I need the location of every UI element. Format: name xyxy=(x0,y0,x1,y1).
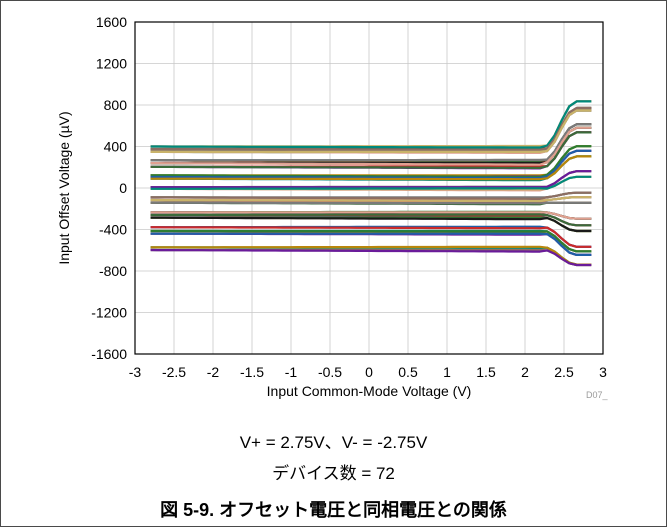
plot-area-border xyxy=(134,21,604,355)
x-axis-label: Input Common-Mode Voltage (V) xyxy=(267,383,472,399)
series-line xyxy=(150,170,592,189)
x-tick-label: -0.5 xyxy=(318,364,342,380)
y-tick-label: 0 xyxy=(119,180,127,196)
series-line xyxy=(150,155,592,181)
series-line xyxy=(150,123,592,162)
series-line xyxy=(150,100,592,149)
y-tick-label: 400 xyxy=(104,139,128,155)
x-tick-label: -2.5 xyxy=(162,364,186,380)
y-tick-labels: 1600 1200 800 400 0 -400 -800 -1200 -1600 xyxy=(91,14,127,362)
supply-voltage-note: V+ = 2.75V、V- = -2.75V xyxy=(239,433,428,452)
series-line xyxy=(150,131,592,169)
x-tick-label: 2.5 xyxy=(554,364,574,380)
y-tick-label: 1200 xyxy=(96,56,127,72)
y-tick-label: -800 xyxy=(99,263,127,279)
series-line xyxy=(150,232,592,256)
series-line xyxy=(150,109,592,153)
x-tick-label: 0 xyxy=(365,364,373,380)
offset-voltage-chart: -3 -2.5 -2 -1.5 -1 -0.5 0 0.5 1 1.5 2 2.5 3 1600 1200… xyxy=(56,14,607,399)
y-tick-label: -1200 xyxy=(91,305,127,321)
y-tick-label: 1600 xyxy=(96,14,127,30)
series-line xyxy=(150,196,592,203)
series-line xyxy=(150,213,592,227)
series-line xyxy=(150,201,592,205)
x-tick-label: 1.5 xyxy=(476,364,496,380)
y-tick-label: 800 xyxy=(104,97,128,113)
x-tick-label: 0.5 xyxy=(398,364,418,380)
x-tick-labels: -3 -2.5 -2 -1.5 -1 -0.5 0 0.5 1 1.5 2 2.5 3 xyxy=(129,364,607,380)
figure-caption: 図 5-9. オフセット電圧と同相電圧との関係 xyxy=(160,500,507,520)
series-line xyxy=(150,191,592,200)
series-line xyxy=(150,126,592,166)
series-line xyxy=(150,149,592,180)
series-line xyxy=(150,248,592,267)
series-curves xyxy=(150,100,592,267)
series-line xyxy=(150,216,592,233)
series-line xyxy=(150,175,592,190)
series-line xyxy=(150,145,592,178)
x-tick-label: -1.5 xyxy=(240,364,264,380)
x-tick-label: 1 xyxy=(443,364,451,380)
series-line xyxy=(150,211,592,220)
plot-id: D07_ xyxy=(586,390,608,400)
y-tick-label: -400 xyxy=(99,222,127,238)
series-line xyxy=(150,229,592,253)
series-line xyxy=(150,245,592,266)
x-tick-label: -3 xyxy=(129,364,142,380)
x-tick-label: 3 xyxy=(599,364,607,380)
x-tick-label: -2 xyxy=(207,364,220,380)
device-count-note: デバイス数 = 72 xyxy=(272,464,395,483)
x-tick-label: 2 xyxy=(521,364,529,380)
x-tick-label: -1 xyxy=(285,364,298,380)
series-line xyxy=(150,226,592,248)
y-tick-label: -1600 xyxy=(91,346,127,362)
y-axis-label: Input Offset Voltage (µV) xyxy=(56,111,72,264)
series-line xyxy=(150,106,592,151)
